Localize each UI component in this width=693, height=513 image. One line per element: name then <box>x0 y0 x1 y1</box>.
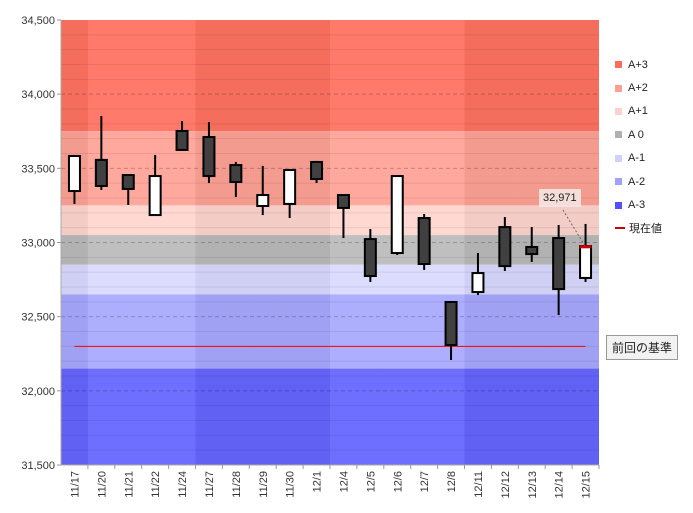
candle-body <box>121 174 135 190</box>
candle-body <box>256 194 270 208</box>
candle-body <box>579 245 593 279</box>
candle-body <box>390 175 404 255</box>
y-tick-label: 32,000 <box>21 386 55 398</box>
week-shade <box>222 20 250 465</box>
legend-label: A+2 <box>628 82 648 95</box>
legend-line-swatch <box>615 227 625 230</box>
x-tick-label: 11/22 <box>150 471 162 498</box>
candle-body <box>444 300 458 346</box>
week-shade <box>303 20 330 465</box>
legend-swatch <box>615 201 622 209</box>
legend-label: A-1 <box>628 152 646 165</box>
legend-label: A-2 <box>628 175 646 188</box>
candle-body <box>148 175 162 217</box>
y-tick-label: 33,500 <box>21 163 55 175</box>
x-tick-label: 11/29 <box>258 471 270 498</box>
x-tick-label: 11/21 <box>123 471 135 498</box>
current-value-label: 32,971 <box>539 189 581 207</box>
x-tick-label: 11/30 <box>285 471 297 498</box>
legend-swatch <box>615 131 622 139</box>
week-shade <box>195 20 223 465</box>
legend-item: A+1 <box>615 100 662 123</box>
candle-body <box>336 194 350 209</box>
candle-body <box>202 136 216 178</box>
x-tick-label: 11/17 <box>69 471 81 498</box>
week-shade <box>114 20 142 465</box>
week-shade <box>249 20 277 465</box>
legend-item: A-1 <box>615 147 662 170</box>
legend-item-current: 現在値 <box>615 217 662 240</box>
x-tick-label: 11/20 <box>96 471 108 498</box>
x-tick-label: 11/28 <box>231 471 243 498</box>
y-tick-label: 32,500 <box>21 312 55 324</box>
candle-body <box>552 237 566 291</box>
x-tick-label: 12/13 <box>527 471 539 499</box>
legend-swatch <box>615 154 622 162</box>
week-shade <box>276 20 304 465</box>
legend-swatch <box>615 178 622 186</box>
candle-body <box>175 129 189 151</box>
legend-label: 現在値 <box>629 223 662 236</box>
current-value-leader <box>562 209 586 248</box>
band-A+3 <box>61 20 599 132</box>
legend-swatch <box>615 61 622 69</box>
week-shade <box>168 20 196 465</box>
x-tick-label: 12/14 <box>554 471 566 499</box>
candle-body <box>229 164 243 183</box>
x-tick-label: 12/6 <box>392 471 404 492</box>
band-A-1 <box>61 264 599 295</box>
y-tick-label: 31,500 <box>21 460 55 472</box>
x-tick-label: 12/7 <box>419 471 431 492</box>
legend-item: A-2 <box>615 170 662 193</box>
candle-body <box>283 168 297 205</box>
week-shade <box>437 20 465 465</box>
x-tick-label: 12/5 <box>365 471 377 492</box>
candle-body <box>310 160 324 181</box>
candle-body <box>498 226 512 268</box>
candle-body <box>363 238 377 278</box>
candle-body <box>525 245 539 256</box>
legend-item: A 0 <box>615 123 662 146</box>
legend-label: A+1 <box>628 105 648 118</box>
candle-body <box>417 217 431 266</box>
band-A-2 <box>61 294 599 369</box>
week-shade <box>330 20 357 465</box>
week-shade <box>464 20 492 465</box>
x-tick-label: 11/24 <box>177 471 189 498</box>
x-tick-label: 12/8 <box>446 471 458 492</box>
y-tick-label: 34,000 <box>21 89 55 101</box>
legend-swatch <box>615 84 622 92</box>
x-tick-label: 12/4 <box>338 471 350 492</box>
candle-body <box>67 155 81 193</box>
x-tick-label: 12/1 <box>312 471 324 492</box>
legend-label: A+3 <box>628 58 648 71</box>
x-tick-label: 12/11 <box>473 471 485 498</box>
x-tick-label: 12/12 <box>500 471 512 499</box>
legend-swatch <box>615 107 622 115</box>
legend-item: A+2 <box>615 76 662 99</box>
x-tick-label: 11/27 <box>204 471 216 498</box>
week-shade <box>87 20 115 465</box>
legend-label: A-3 <box>628 199 646 212</box>
base-line-label: 前回の基準 <box>606 335 679 360</box>
legend: A+3 A+2 A+1 A 0 A-1 A-2 A-3 現在値 <box>615 53 662 240</box>
week-shade <box>61 20 88 465</box>
band-A-3 <box>61 368 599 465</box>
y-tick-label: 33,000 <box>21 238 55 250</box>
x-tick-label: 12/15 <box>581 471 593 499</box>
candle-body <box>94 158 108 187</box>
legend-item: A+3 <box>615 53 662 76</box>
legend-item: A-3 <box>615 193 662 216</box>
y-tick-label: 34,500 <box>21 15 55 27</box>
week-shade <box>141 20 169 465</box>
legend-label: A 0 <box>628 128 644 141</box>
candle-body <box>471 272 485 294</box>
